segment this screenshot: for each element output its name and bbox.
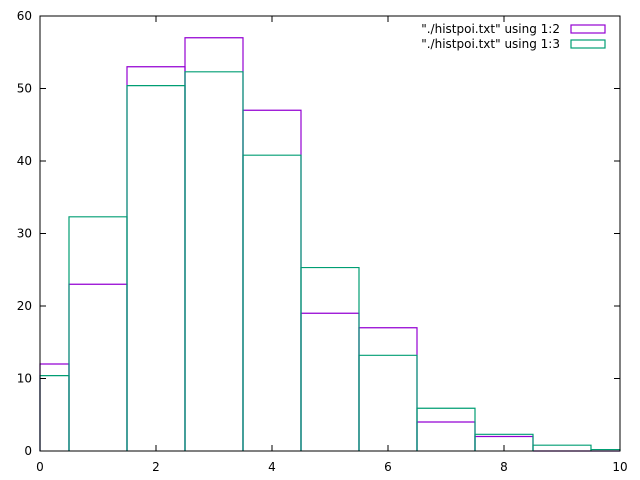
- legend-label: "./histpoi.txt" using 1:2: [421, 22, 560, 36]
- series-1-bar: [358, 327, 418, 451]
- y-tick-label: 0: [24, 444, 32, 458]
- series-2-bar: [39, 375, 70, 451]
- x-tick-label: 6: [384, 460, 392, 474]
- axis-ticks: 0 2 4 6 8 10 0 10 20 30 40 50 60: [17, 9, 628, 474]
- series-1-bar: [184, 37, 244, 451]
- series-2-bar: [532, 444, 592, 451]
- y-tick-label: 20: [17, 299, 32, 313]
- series-1-bar: [300, 312, 360, 451]
- y-tick-label: 60: [17, 9, 32, 23]
- series-layer: [39, 37, 621, 452]
- series-2-bar: [68, 216, 128, 451]
- x-tick-label: 8: [500, 460, 508, 474]
- x-tick-label: 2: [152, 460, 160, 474]
- series-2-bar: [358, 354, 418, 451]
- series-1-bar: [416, 421, 476, 451]
- y-tick-label: 10: [17, 372, 32, 386]
- series-2-bar: [242, 154, 302, 451]
- series-1-bar: [39, 363, 70, 451]
- series-1-bar: [126, 66, 186, 451]
- legend: "./histpoi.txt" using 1:2"./histpoi.txt"…: [421, 22, 606, 51]
- series-2-bar: [126, 85, 186, 451]
- series-2-bar: [300, 266, 360, 451]
- series-1-bar: [68, 283, 128, 451]
- legend-swatch: [570, 24, 606, 34]
- y-tick-label: 30: [17, 227, 32, 241]
- legend-label: "./histpoi.txt" using 1:3: [421, 37, 560, 51]
- series-2-bar: [416, 407, 476, 451]
- y-tick-label: 50: [17, 82, 32, 96]
- series-2: [39, 71, 621, 451]
- legend-swatch: [570, 39, 606, 49]
- x-tick-label: 10: [612, 460, 627, 474]
- x-tick-label: 0: [36, 460, 44, 474]
- series-2-bar: [474, 433, 534, 451]
- y-tick-label: 40: [17, 154, 32, 168]
- series-2-bar: [184, 71, 244, 451]
- series-1-bar: [242, 109, 302, 451]
- x-tick-label: 4: [268, 460, 276, 474]
